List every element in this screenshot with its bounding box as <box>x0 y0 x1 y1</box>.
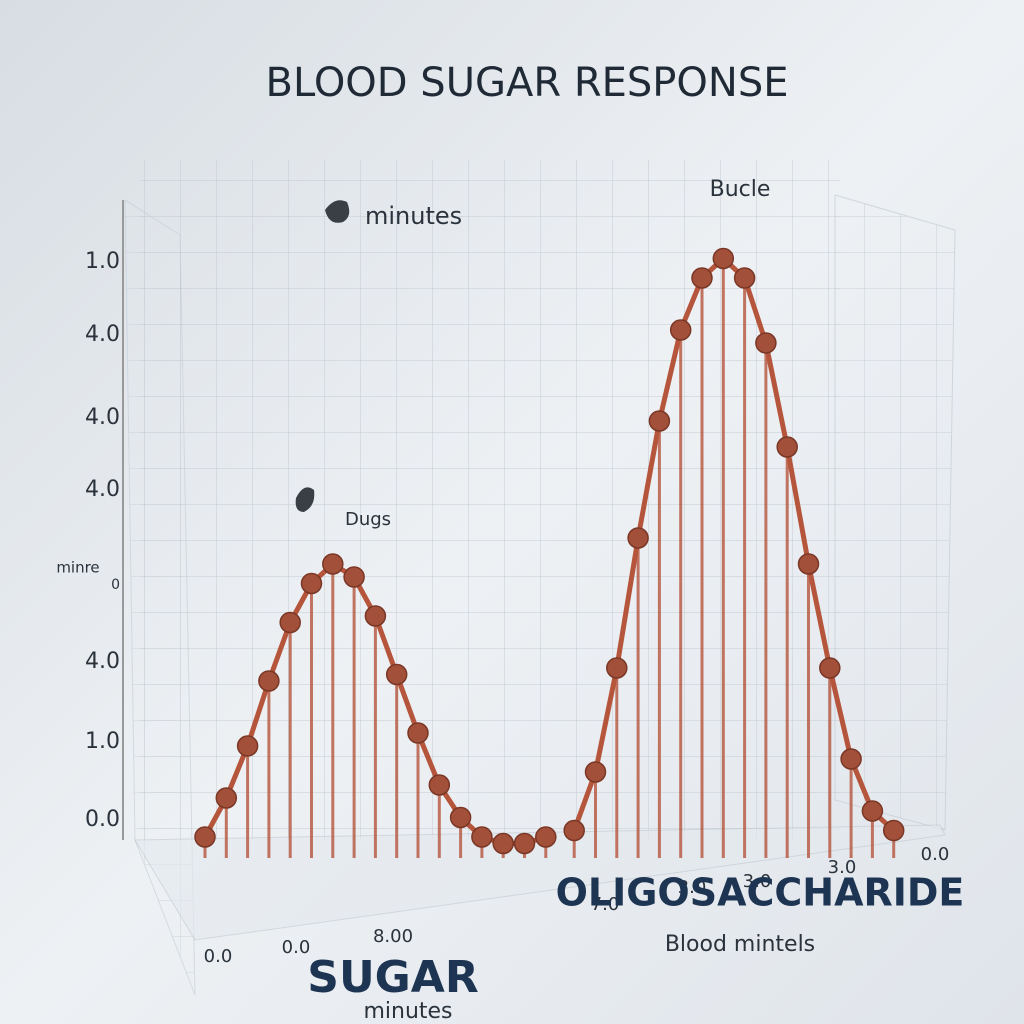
annotation: minre <box>56 559 99 577</box>
point <box>258 670 280 692</box>
y-tick-label: 1.0 <box>85 249 120 274</box>
side-grid <box>834 194 956 831</box>
point <box>819 657 841 679</box>
point <box>861 800 884 822</box>
point <box>428 774 451 796</box>
point <box>194 826 216 848</box>
floor <box>134 824 946 941</box>
legend-sublabel: minutes <box>363 999 452 1024</box>
point <box>648 410 671 432</box>
point <box>471 826 493 848</box>
x-tick-label: 0.0 <box>921 844 950 865</box>
point <box>776 436 798 458</box>
annotation: Dugs <box>345 509 391 530</box>
y-tick-label: 0 <box>111 577 120 593</box>
point <box>343 566 365 588</box>
left-grid <box>124 199 196 996</box>
y-tick-label: 4.0 <box>85 477 120 502</box>
y-tick-label: 4.0 <box>85 322 120 347</box>
chart-title: BLOOD SUGAR RESPONSE <box>266 60 789 106</box>
point <box>606 657 628 679</box>
point <box>691 267 713 289</box>
point <box>407 722 429 744</box>
point <box>669 319 692 341</box>
x-tick-label: 3.0 <box>678 877 707 898</box>
point <box>449 806 472 829</box>
y-tick-label: 4.0 <box>85 649 120 674</box>
legend-label: SUGAR <box>307 952 478 1003</box>
series-line <box>571 256 896 833</box>
point <box>279 611 301 634</box>
point <box>385 663 408 686</box>
point <box>513 832 536 855</box>
point <box>300 572 323 595</box>
x-tick-label: 3.0 <box>743 871 772 892</box>
x-tick-label: 0.0 <box>282 937 311 958</box>
point <box>535 826 557 848</box>
blob <box>325 200 350 223</box>
x-tick-label: 8.00 <box>373 926 413 947</box>
y-tick-label: 1.0 <box>85 729 120 754</box>
point <box>584 761 607 783</box>
x-tick-label: 7.0 <box>591 894 620 915</box>
point <box>712 247 735 270</box>
point <box>755 332 777 354</box>
point <box>215 787 238 809</box>
point <box>627 527 649 549</box>
y-tick-label: 4.0 <box>85 405 120 430</box>
legend-label: OLIGOSACCHARIDE <box>556 871 965 915</box>
point <box>492 832 514 855</box>
annotation: minutes <box>365 202 462 230</box>
point <box>563 819 585 842</box>
point <box>364 605 387 627</box>
x-tick-label: 3.0 <box>828 857 857 878</box>
annotation: Bucle <box>710 177 771 202</box>
y-tick-label: 0.0 <box>85 807 120 832</box>
legend-sublabel: Blood mintels <box>665 932 815 957</box>
point <box>322 553 344 575</box>
blob <box>295 487 315 512</box>
point <box>236 735 259 757</box>
point <box>882 819 905 842</box>
x-tick-label: 0.0 <box>204 946 233 967</box>
point <box>733 267 756 289</box>
point <box>797 553 820 575</box>
point <box>840 748 862 770</box>
